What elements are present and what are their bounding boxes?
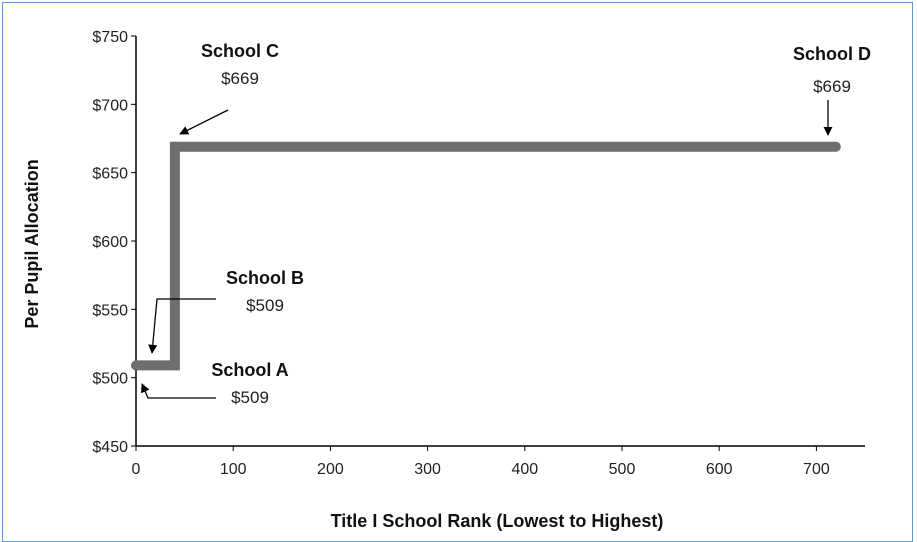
annotation-value: $669 <box>221 69 259 88</box>
annotation-value: $509 <box>231 388 269 407</box>
y-tick-label: $450 <box>92 439 128 456</box>
x-tick-label: 100 <box>220 461 247 478</box>
x-axis-title: Title I School Rank (Lowest to Highest) <box>331 511 664 531</box>
annotation-arrow <box>179 109 229 135</box>
annotation-name: School A <box>211 360 288 380</box>
axes <box>135 36 865 447</box>
x-tick-label: 700 <box>803 461 830 478</box>
x-tick-label: 400 <box>511 461 538 478</box>
annotation-value: $509 <box>246 296 284 315</box>
series-group <box>131 141 841 371</box>
y-tick-label: $600 <box>92 234 128 251</box>
annotation-arrow <box>148 298 216 354</box>
annotations-group: School A $509 School B $509 School C $669 Scho… <box>141 41 871 407</box>
x-tick-labels: 0 100 200 300 400 500 600 700 <box>132 446 830 478</box>
x-tick-label: 200 <box>317 461 344 478</box>
y-tick-label: $700 <box>92 97 128 114</box>
series-line <box>131 141 841 371</box>
y-tick-label: $650 <box>92 166 128 183</box>
x-tick-label: 500 <box>609 461 636 478</box>
annotation-name: School B <box>226 268 304 288</box>
y-tick-label: $550 <box>92 302 128 319</box>
y-tick-labels: $450 $500 $550 $600 $650 $700 $750 <box>92 29 136 456</box>
annotation-name: School D <box>793 44 871 64</box>
x-tick-label: 600 <box>706 461 733 478</box>
x-tick-label: 300 <box>414 461 441 478</box>
y-axis-title: Per Pupil Allocation <box>22 159 42 328</box>
x-tick-label: 0 <box>132 461 141 478</box>
annotation-name: School C <box>201 41 279 61</box>
y-tick-label: $500 <box>92 371 128 388</box>
annotation-value: $669 <box>813 77 851 96</box>
annotation-arrow <box>141 383 216 399</box>
y-tick-label: $750 <box>92 29 128 46</box>
